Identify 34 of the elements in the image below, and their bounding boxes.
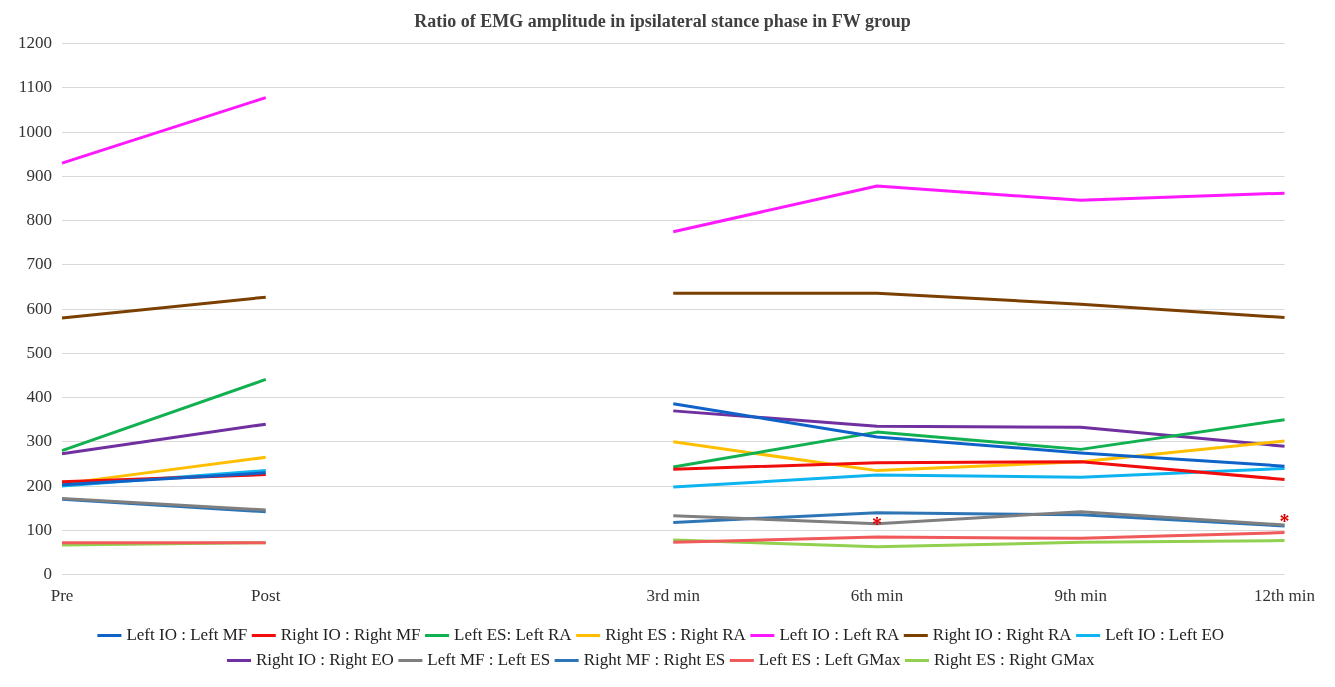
y-tick-label: 800 (26, 210, 52, 230)
legend-label: Right ES : Right GMax (933, 649, 1096, 669)
legend-label: Right IO : Right EO (255, 649, 394, 669)
legend-label: Right IO : Right MF (280, 624, 421, 644)
y-tick-label: 200 (26, 475, 52, 495)
y-tick-label: 0 (43, 564, 52, 584)
legend-label: Right MF : Right ES (583, 649, 726, 669)
legend-label: Left IO : Left EO (1105, 624, 1225, 644)
y-tick-label: 1000 (18, 121, 52, 141)
y-tick-label: 700 (26, 254, 52, 274)
legend-label: Right ES : Right RA (605, 624, 747, 644)
legend-label: Left ES : Left GMax (758, 649, 901, 669)
x-tick-label: 3rd min (646, 586, 701, 606)
annotation: * (872, 512, 883, 535)
y-tick-label: 600 (26, 298, 52, 318)
annotation: * (1279, 510, 1290, 533)
x-tick-label: 6th min (850, 586, 904, 606)
legend-label: Right IO : Right RA (932, 624, 1073, 644)
y-tick-label: 400 (26, 387, 52, 407)
y-tick-label: 900 (26, 165, 52, 185)
x-tick-label: 9th min (1054, 586, 1108, 606)
y-tick-label: 1200 (18, 33, 52, 53)
legend-label: Left ES: Left RA (454, 624, 573, 644)
y-tick-label: 1100 (18, 77, 52, 97)
x-tick-label: 12th min (1254, 586, 1316, 606)
legend-label: Left MF : Left ES (427, 649, 551, 669)
y-tick-label: 300 (26, 431, 52, 451)
y-tick-label: 500 (26, 342, 52, 362)
x-tick-label: Post (251, 586, 281, 606)
x-tick-label: Pre (50, 586, 74, 606)
legend-label: Left IO : Left MF (126, 624, 248, 644)
y-tick-label: 100 (26, 519, 52, 539)
chart-title: Ratio of EMG amplitude in ipsilateral stance phase in FW group (414, 11, 911, 32)
legend-label: Left IO : Left RA (779, 624, 901, 644)
